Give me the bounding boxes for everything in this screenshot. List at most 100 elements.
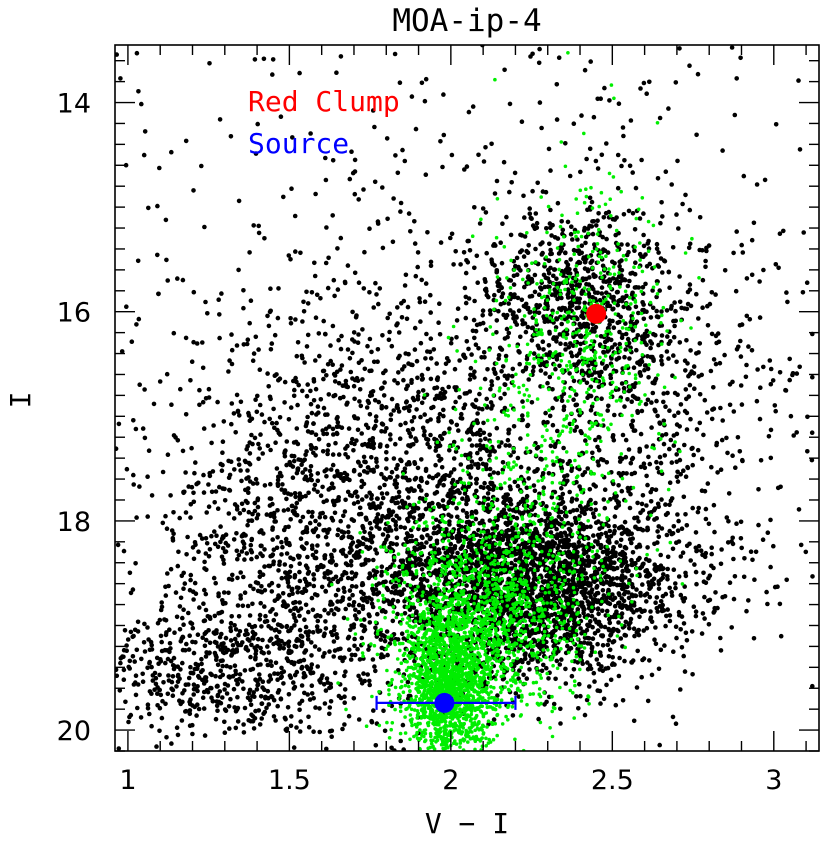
data-point [456, 428, 461, 433]
data-point [629, 292, 635, 297]
data-point [218, 524, 223, 529]
data-point [566, 526, 572, 532]
data-point [623, 633, 629, 638]
data-point [300, 514, 306, 520]
data-point [610, 576, 616, 581]
data-point [247, 451, 253, 456]
data-point [342, 687, 348, 692]
data-point [306, 724, 312, 730]
data-point [285, 507, 291, 512]
data-point [425, 366, 431, 372]
data-point [582, 300, 587, 306]
data-point [405, 304, 411, 310]
data-point [592, 572, 598, 577]
data-point [381, 393, 387, 398]
data-point [267, 496, 273, 501]
data-point [518, 657, 524, 663]
data-point [621, 304, 626, 310]
data-point [251, 726, 257, 731]
data-point [346, 426, 352, 431]
data-point [474, 476, 480, 482]
data-point [367, 520, 373, 526]
data-point [349, 584, 355, 589]
data-point [335, 532, 340, 538]
data-point [245, 486, 251, 491]
data-point [133, 561, 138, 566]
data-point [400, 558, 406, 563]
data-point [262, 419, 267, 425]
data-point [474, 253, 480, 259]
data-point [321, 431, 326, 437]
data-point [423, 356, 428, 361]
data-point [594, 583, 600, 589]
data-point [588, 619, 593, 624]
data-point [249, 432, 254, 438]
data-point [478, 456, 483, 462]
data-point [247, 250, 252, 255]
data-point [657, 742, 662, 748]
data-point [557, 561, 563, 566]
data-point [570, 283, 575, 288]
data-point [410, 426, 416, 432]
data-point [647, 658, 652, 663]
data-point [565, 589, 570, 595]
data-point [222, 549, 228, 555]
data-point [313, 518, 318, 524]
data-point [694, 581, 699, 587]
data-point [573, 520, 579, 526]
data-point [375, 347, 381, 352]
data-point [171, 510, 176, 515]
data-point [620, 568, 625, 574]
data-point [313, 614, 319, 619]
data-point [467, 377, 473, 382]
data-point [266, 563, 271, 569]
data-point [200, 399, 206, 405]
data-point [306, 569, 312, 575]
data-point [579, 649, 585, 655]
data-point [403, 563, 409, 569]
data-point [369, 455, 374, 460]
data-point [644, 503, 649, 508]
data-point [384, 456, 389, 462]
data-point [249, 556, 254, 562]
data-point [329, 515, 335, 521]
data-point [191, 490, 196, 496]
data-point [523, 613, 528, 619]
data-point [546, 258, 552, 264]
data-point [227, 472, 233, 478]
data-point [507, 189, 512, 195]
data-point [370, 588, 376, 593]
data-point [702, 554, 708, 560]
data-point [625, 563, 630, 569]
data-point [362, 678, 368, 684]
data-point [455, 606, 461, 611]
data-point [285, 571, 291, 576]
data-point [304, 541, 309, 546]
data-point [642, 367, 647, 373]
data-point [478, 438, 483, 443]
data-point [671, 649, 676, 654]
data-point [598, 624, 604, 629]
data-point [330, 426, 336, 432]
data-point [322, 571, 328, 576]
data-point [131, 482, 136, 487]
data-point [587, 590, 592, 595]
data-point [516, 266, 521, 271]
data-point [379, 501, 384, 506]
data-point [254, 409, 260, 415]
data-point [751, 636, 757, 641]
data-point [527, 632, 532, 637]
data-point [265, 371, 270, 376]
data-point [472, 369, 477, 375]
data-point [520, 399, 525, 404]
data-point [361, 617, 367, 622]
data-point [578, 333, 584, 339]
data-point [692, 562, 697, 567]
data-point [359, 635, 365, 641]
data-point [608, 677, 614, 683]
data-point [624, 568, 630, 574]
data-point [592, 592, 598, 598]
data-point [365, 672, 371, 677]
data-point [548, 443, 554, 449]
data-point [372, 664, 377, 669]
